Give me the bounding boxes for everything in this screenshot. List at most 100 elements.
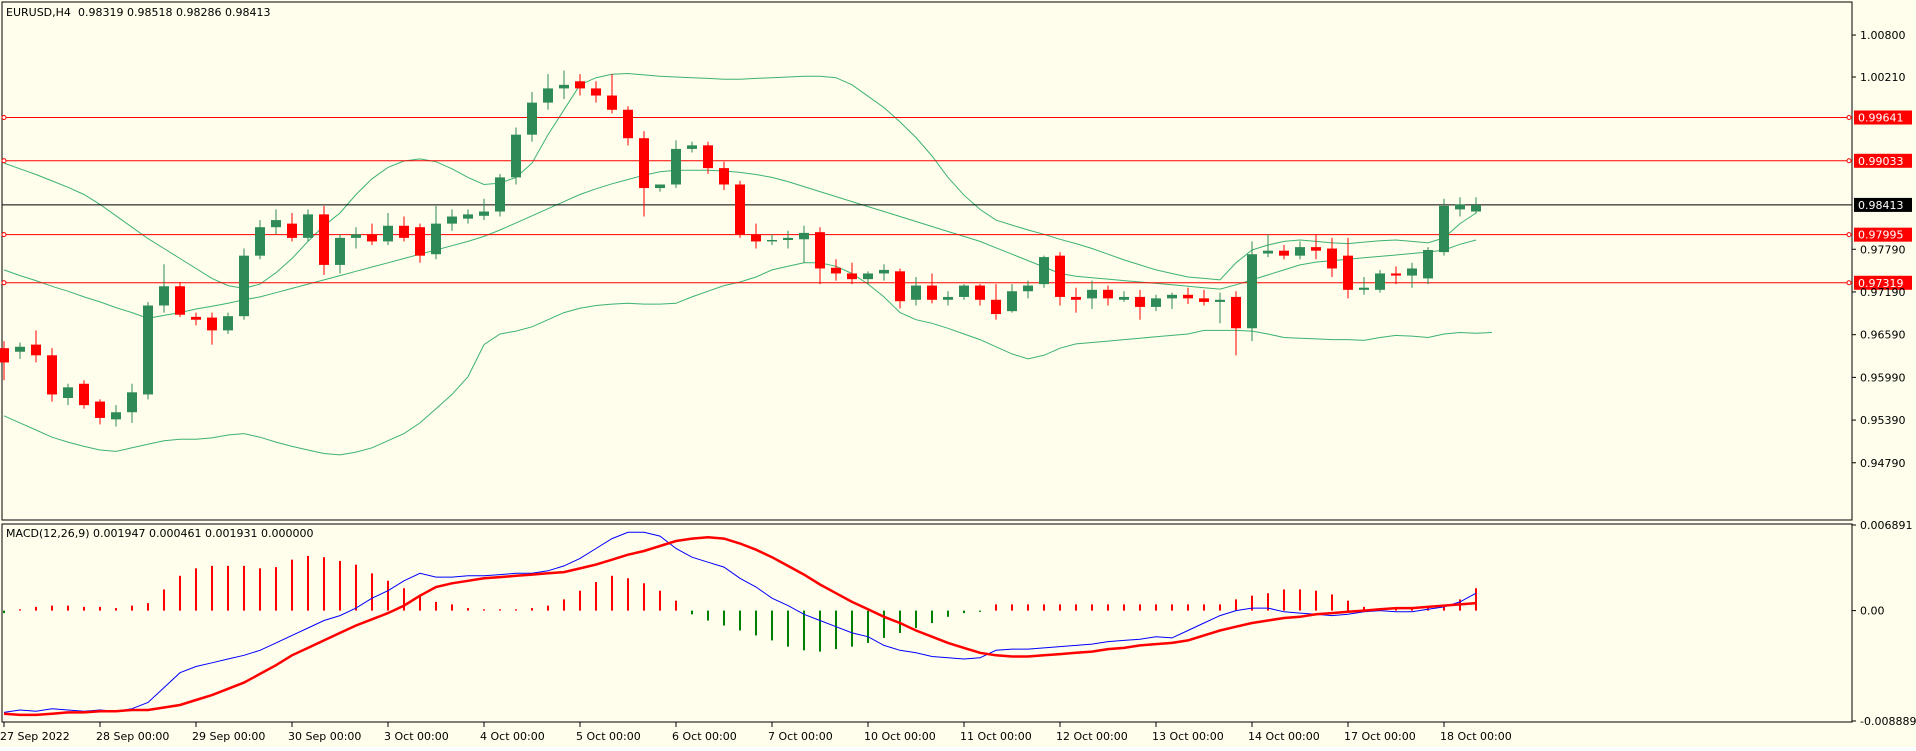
candle-bear [991,299,1001,315]
candle-bull [495,177,505,212]
price-tick-label: 0.96590 [1860,329,1906,342]
candle-bear [975,285,985,300]
candle-bull [943,296,953,300]
price-tick-label: 0.97190 [1860,286,1906,299]
candle-bear [895,271,905,302]
candle-bull [335,237,345,265]
candle-bear [1199,298,1209,302]
candle-bull [655,184,665,189]
candle-bear [1103,289,1113,299]
time-tick-label: 18 Oct 00:00 [1440,730,1512,743]
candle-bear [703,145,713,169]
candle-bear [47,355,57,395]
macd-indicator [3,531,1477,717]
macd-line [3,531,1477,713]
candle-bear [191,316,201,320]
price-tick-label: 1.00800 [1860,29,1906,42]
price-tick-label: 0.95390 [1860,414,1906,427]
bollinger-upper-line [3,72,1477,289]
candle-bull [799,232,809,240]
time-tick-label: 10 Oct 00:00 [864,730,936,743]
candle-bull [1439,205,1449,253]
candle-bull [1247,254,1257,329]
candle-bear [591,88,601,96]
level-anchor-right [1846,280,1852,286]
candle-bull [479,211,489,216]
candle-bull [255,227,265,256]
candle-bear [1135,296,1145,307]
candle-bull [239,255,249,317]
time-tick-label: 4 Oct 00:00 [480,730,545,743]
price-axis: 0.99641 0.99033 0.97995 0.97319 0.98413 1.008… [1852,29,1912,470]
candle-bear [1327,248,1337,269]
candle-bull [447,216,457,224]
candle-bull [1151,298,1161,307]
candle-bull [783,237,793,241]
candle-bull [351,234,361,238]
time-tick-label: 3 Oct 00:00 [384,730,449,743]
candle-bull [1375,273,1385,290]
candle-bull [1263,250,1273,254]
candle-bull [1023,285,1033,292]
candle-bear [1231,296,1241,329]
candle-bull [271,220,281,228]
level-price-label: 0.97319 [1858,277,1904,290]
price-panel-frame [1,1,1853,521]
time-tick-label: 11 Oct 00:00 [960,730,1032,743]
level-price-tag [1854,227,1912,242]
candle-bull [111,412,121,420]
candle-bull [63,387,73,399]
level-anchor-right [1846,232,1852,238]
bollinger-middle-line [3,169,1477,319]
bollinger-lower-line [3,262,1493,456]
time-tick-label: 13 Oct 00:00 [1152,730,1224,743]
time-tick-label: 5 Oct 00:00 [576,730,641,743]
time-tick-label: 30 Sep 00:00 [288,730,361,743]
candle-bear [607,95,617,110]
level-anchor-left [1,115,7,121]
price-tick-label: 1.00210 [1860,71,1906,84]
candle-bull [127,392,137,413]
candle-bull [1039,257,1049,285]
candle-bull [911,285,921,300]
candle-bear [31,344,41,356]
candle-bear [831,267,841,274]
macd-header: MACD(12,26,9) 0.001947 0.000461 0.001931… [6,527,313,540]
candle-bear [319,214,329,265]
level-price-tag [1854,110,1912,125]
candle-bull [15,346,25,352]
candle-bear [399,225,409,238]
price-tick-label: 0.95990 [1860,371,1906,384]
candle-bull [1007,291,1017,312]
candle-bull [1359,287,1369,290]
candle-bull [543,88,553,103]
time-axis: 27 Sep 2022 28 Sep 00:00 29 Sep 00:00 30 Se… [0,722,1512,743]
current-price-label: 0.98413 [1858,199,1904,212]
candle-bull [1295,247,1305,256]
time-tick-label: 17 Oct 00:00 [1344,730,1416,743]
time-tick-label: 6 Oct 00:00 [672,730,737,743]
macd-tick-label: 0.006891 [1860,519,1913,532]
time-tick-label: 28 Sep 00:00 [96,730,169,743]
candle-bull [671,148,681,185]
candle-bull [863,273,873,280]
candle-bull [1215,299,1225,302]
candle-bull [527,102,537,135]
candle-bear [207,317,217,331]
candle-bear [1279,250,1289,256]
macd-axis: 0.006891 0.00 -0.008889 [1852,519,1916,728]
time-tick-label: 27 Sep 2022 [0,730,70,743]
candle-bull [383,225,393,242]
level-price-label: 0.99033 [1858,155,1904,168]
candle-bull [1423,249,1433,279]
level-price-label: 0.97995 [1858,229,1904,242]
candle-bear [719,168,729,185]
candlesticks [0,70,1481,427]
candle-bull [1119,296,1129,300]
candle-bear [95,401,105,418]
candle-bear [847,273,857,280]
price-tick-label: 0.97790 [1860,243,1906,256]
candle-bull [431,223,441,255]
